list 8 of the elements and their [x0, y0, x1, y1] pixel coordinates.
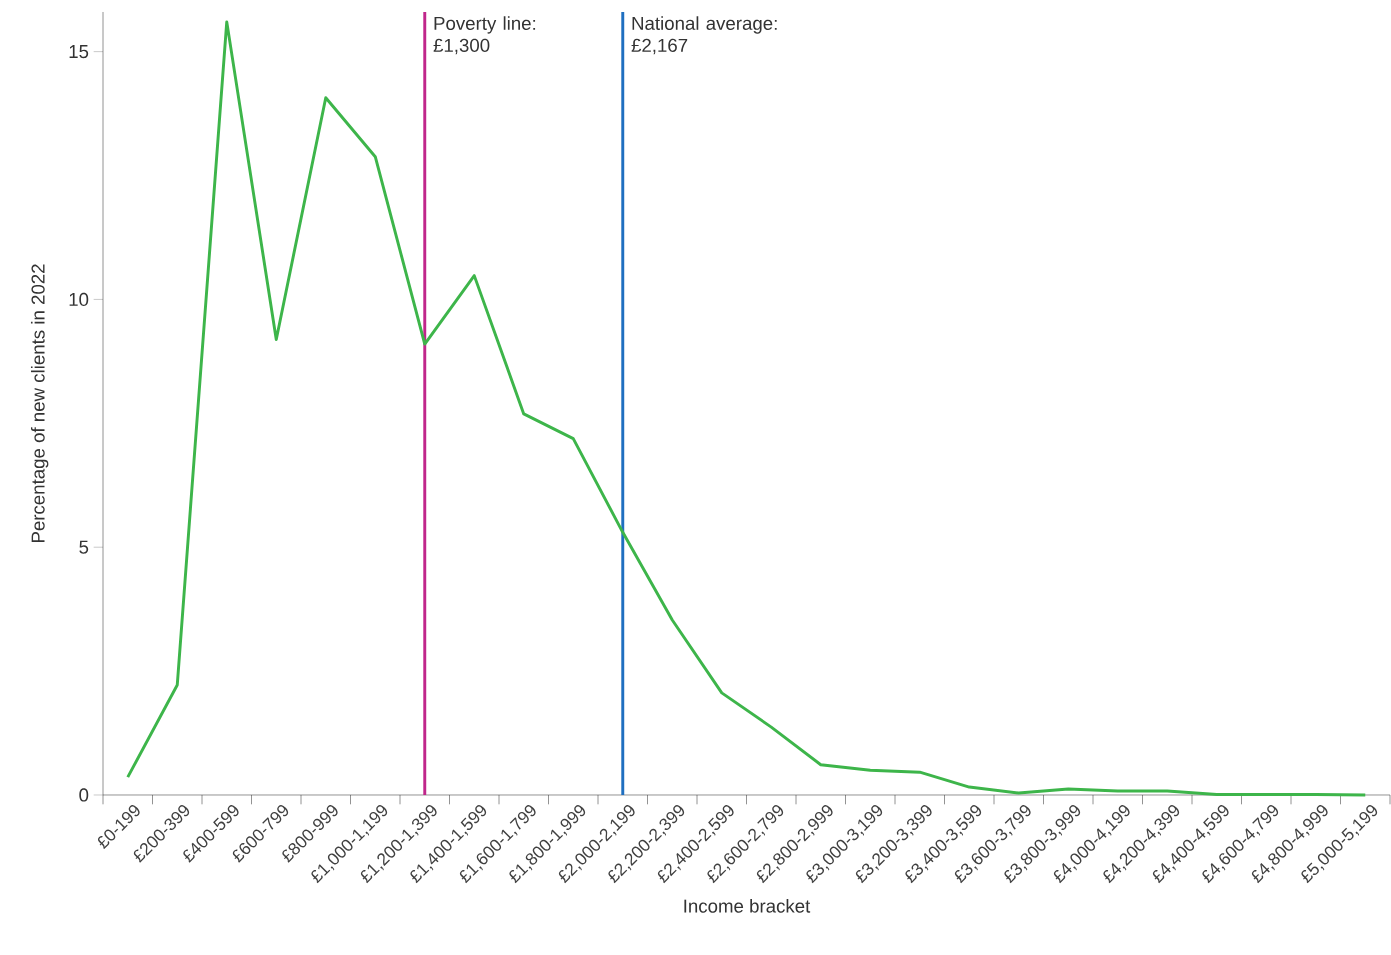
- ref-line-label: National average: £2,167: [631, 16, 777, 55]
- y-tick-label: 10: [69, 292, 89, 307]
- x-axis-title: Income bracket: [684, 898, 811, 913]
- y-tick-label: 0: [79, 788, 89, 802]
- y-axis-title: Percentage of new clients in 2022: [30, 264, 49, 543]
- y-tick-label: 15: [69, 45, 89, 59]
- y-tick-label: 5: [79, 540, 89, 554]
- ref-line-label: Poverty line: £1,300: [433, 16, 536, 55]
